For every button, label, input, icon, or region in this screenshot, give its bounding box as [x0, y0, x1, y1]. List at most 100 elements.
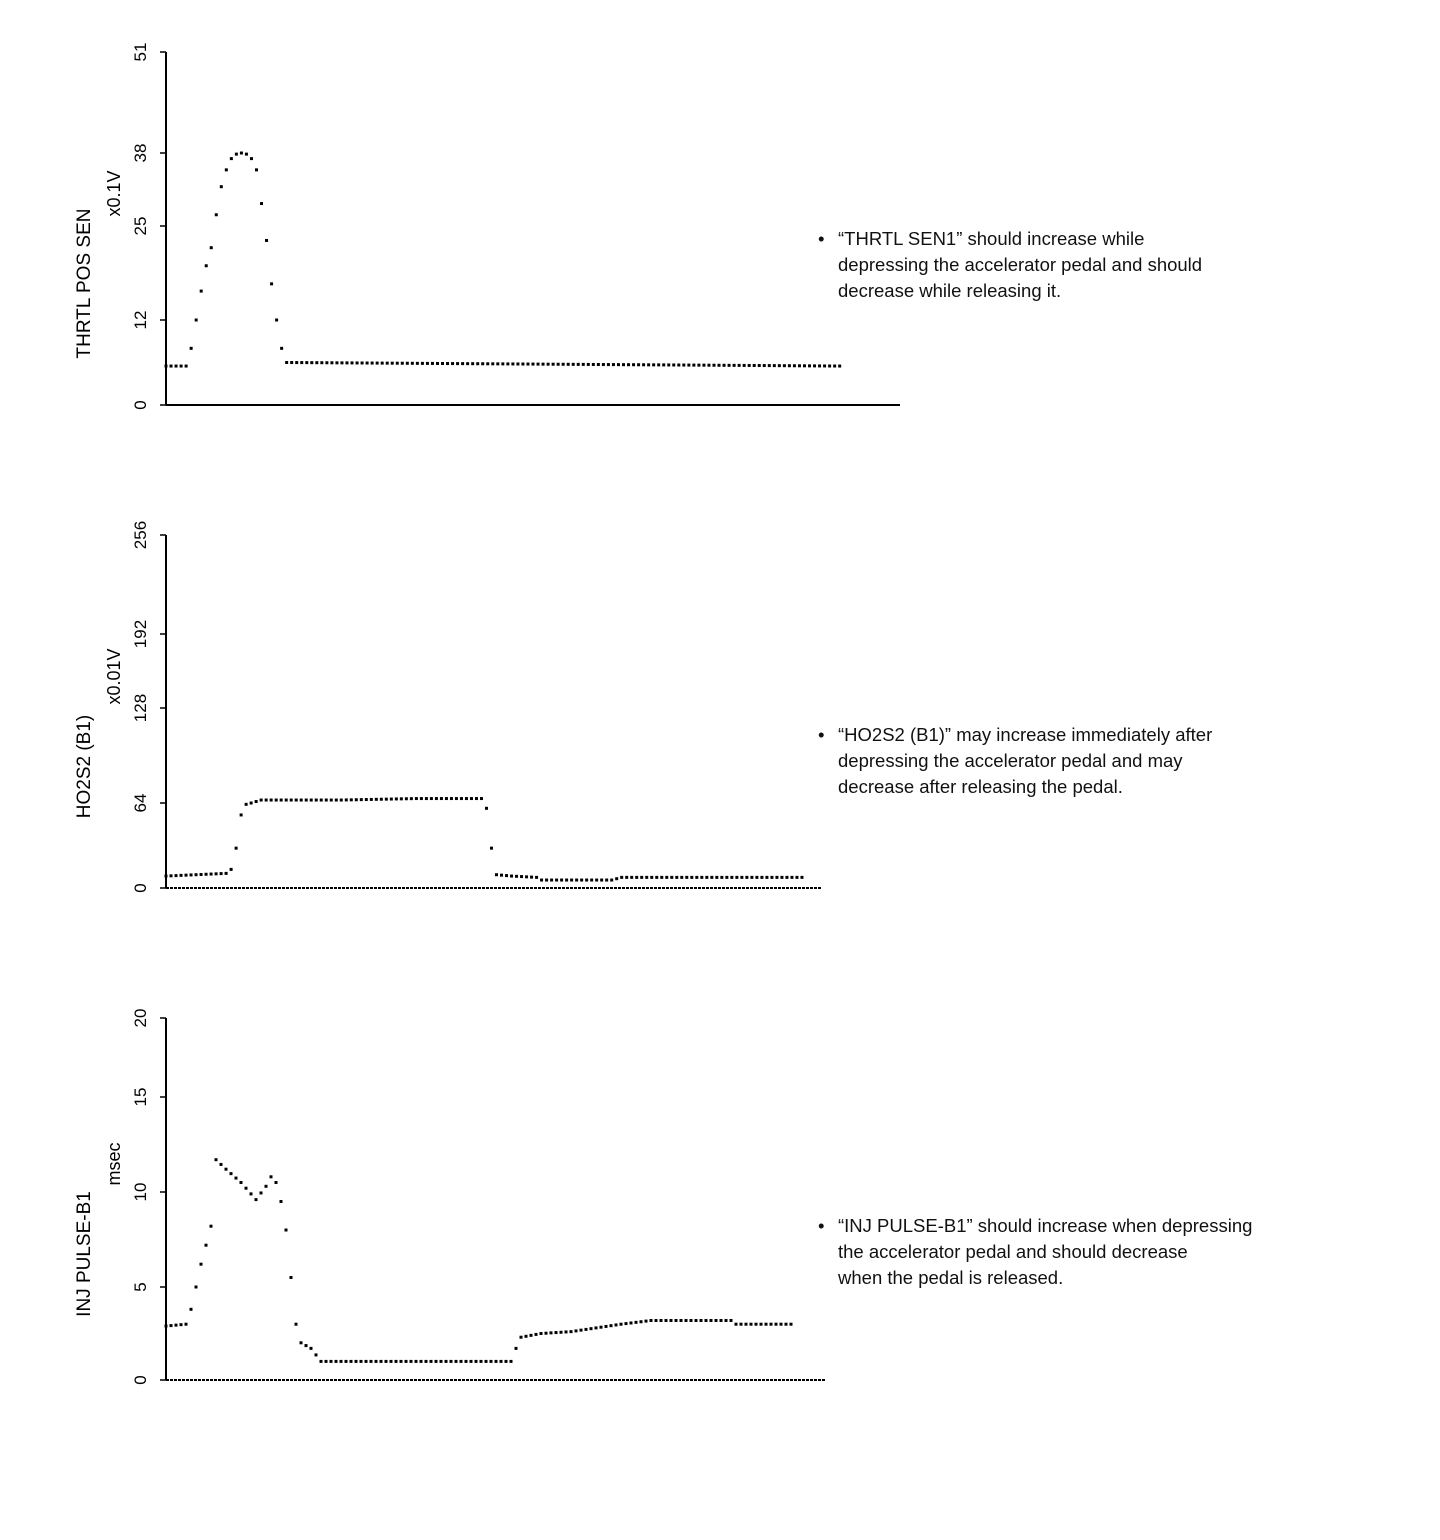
data-point [531, 362, 535, 366]
data-point [424, 1359, 428, 1363]
data-point [259, 798, 263, 802]
data-point [364, 1359, 368, 1363]
data-point [775, 875, 779, 879]
data-point [289, 798, 293, 802]
data-point [179, 364, 183, 368]
data-point [782, 364, 786, 368]
data-point [595, 878, 599, 882]
data-point [476, 362, 480, 366]
data-point [384, 1359, 388, 1363]
data-point [520, 875, 524, 879]
data-point [169, 1324, 173, 1328]
data-point [729, 1318, 733, 1322]
data-point [700, 875, 704, 879]
y-axis-label: INJ PULSE-B1 [74, 1191, 95, 1317]
data-point [624, 1322, 628, 1326]
note-throttle: • “THRTL SEN1” should increase while depr… [818, 226, 1202, 304]
data-point [802, 364, 806, 368]
data-point [479, 797, 483, 801]
data-point [759, 1322, 763, 1326]
data-point [414, 1359, 418, 1363]
data-point [744, 1322, 748, 1326]
data-point [785, 875, 789, 879]
data-point [169, 364, 173, 368]
data-point [439, 1359, 443, 1363]
data-point [466, 362, 470, 366]
data-point [754, 1322, 758, 1326]
data-point [320, 361, 324, 365]
data-point [214, 1158, 218, 1162]
data-point [665, 875, 669, 879]
data-point [591, 362, 595, 366]
data-point [637, 363, 641, 367]
y-tick-label: 0 [131, 1375, 150, 1384]
data-point [244, 1186, 248, 1190]
data-point [334, 1359, 338, 1363]
data-point [797, 364, 801, 368]
y-tick-label: 192 [131, 620, 150, 648]
data-point [549, 1331, 553, 1335]
data-point [444, 1359, 448, 1363]
data-point [481, 362, 485, 366]
data-point [379, 1359, 383, 1363]
data-point [269, 1175, 273, 1179]
bullet-icon: • [818, 1215, 825, 1236]
data-point [722, 363, 726, 367]
data-point [621, 363, 625, 367]
data-point [535, 875, 539, 879]
data-point [566, 362, 570, 366]
data-point [720, 875, 724, 879]
data-point [430, 361, 434, 365]
data-point [374, 1359, 378, 1363]
data-point [294, 1322, 298, 1326]
y-tick-label: 10 [131, 1183, 150, 1202]
data-point [359, 1359, 363, 1363]
data-point [259, 1191, 263, 1195]
data-point [249, 1192, 253, 1196]
data-point [677, 363, 681, 367]
data-point [541, 362, 545, 366]
data-point [604, 1324, 608, 1328]
y-tick-label: 0 [131, 883, 150, 892]
data-point [565, 878, 569, 882]
data-point [709, 1318, 713, 1322]
data-point [833, 364, 837, 368]
data-point [647, 363, 651, 367]
data-point [375, 361, 379, 365]
data-point [219, 872, 223, 876]
y-tick-label: 20 [131, 1009, 150, 1028]
data-point [539, 1332, 543, 1335]
data-point [339, 798, 343, 802]
data-point [792, 364, 796, 368]
data-point [795, 875, 799, 879]
data-point [496, 362, 500, 366]
data-point [394, 1359, 398, 1363]
data-point [184, 364, 188, 368]
data-point [632, 363, 636, 367]
data-point [609, 1324, 613, 1328]
data-point [224, 1167, 228, 1171]
data-point [640, 875, 644, 879]
data-point [394, 797, 398, 801]
data-point [474, 1359, 478, 1363]
data-point [219, 185, 223, 189]
data-point [454, 797, 458, 801]
data-point [374, 797, 378, 801]
data-point [429, 797, 433, 801]
data-point [350, 361, 354, 365]
data-point [409, 1359, 413, 1363]
data-point [199, 872, 203, 876]
data-point [667, 363, 671, 367]
note-line: depressing the accelerator pedal and may [838, 750, 1183, 771]
data-point [284, 798, 288, 802]
bullet-icon: • [818, 228, 825, 249]
data-point [615, 877, 619, 881]
data-point [486, 362, 490, 366]
note-line: decrease after releasing the pedal. [838, 776, 1123, 797]
y-tick-label: 38 [131, 144, 150, 163]
y-axis-unit: msec [104, 1142, 124, 1185]
data-point [404, 797, 408, 801]
data-point [415, 361, 419, 365]
data-point [384, 797, 388, 801]
